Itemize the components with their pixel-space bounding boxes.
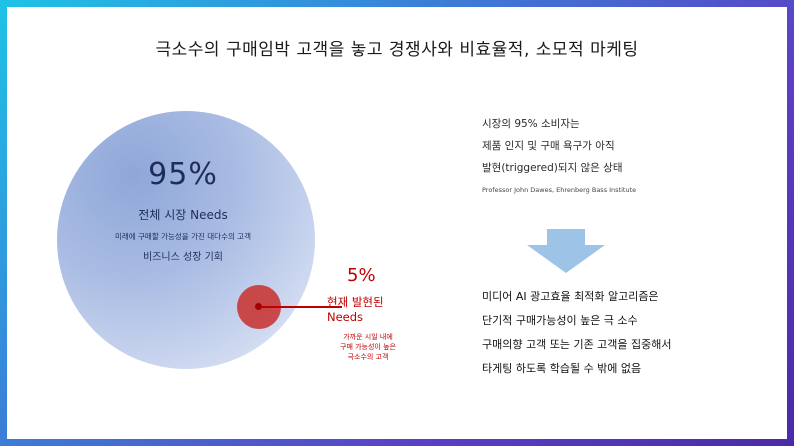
current-needs-percent: 5% bbox=[347, 265, 376, 286]
market-stat-line2: 제품 인지 및 구매 욕구가 아직 bbox=[482, 140, 615, 152]
slide: 극소수의 구매임박 고객을 놓고 경쟁사와 비효율적, 소모적 마케팅 95% … bbox=[7, 7, 787, 439]
business-opportunity-label: 비즈니스 성장 기회 bbox=[143, 252, 223, 263]
total-market-circle bbox=[57, 111, 315, 369]
market-stat-line1: 시장의 95% 소비자는 bbox=[482, 118, 580, 130]
current-needs-label: 현재 발현된 Needs bbox=[327, 295, 437, 325]
conclusion-line4: 타게팅 하도록 학습될 수 밖에 없음 bbox=[482, 362, 642, 375]
near-term-desc-line2: 구매 가능성이 높은 bbox=[340, 343, 396, 351]
conclusion-line1: 미디어 AI 광고효율 최적화 알고리즘은 bbox=[482, 290, 659, 303]
source-citation: Professor John Dawes, Ehrenberg Bass Ins… bbox=[482, 186, 637, 194]
market-stat-line3: 발현(triggered)되지 않은 상태 bbox=[482, 162, 623, 174]
conclusion-text: 미디어 AI 광고효율 최적화 알고리즘은 단기적 구매가능성이 높은 극 소수… bbox=[482, 285, 672, 381]
connector-dot bbox=[255, 303, 262, 310]
near-term-desc-line1: 가까운 시일 내에 bbox=[343, 333, 393, 341]
near-term-customers-desc: 가까운 시일 내에 구매 가능성이 높은 극소수의 고객 bbox=[313, 332, 423, 362]
conclusion-line3: 구매의향 고객 또는 기존 고객을 집중해서 bbox=[482, 338, 672, 351]
current-needs-label-line2: Needs bbox=[327, 310, 364, 324]
current-needs-label-line1: 현재 발현된 bbox=[327, 295, 384, 309]
connector-line bbox=[259, 306, 342, 308]
slide-title: 극소수의 구매임박 고객을 놓고 경쟁사와 비효율적, 소모적 마케팅 bbox=[155, 40, 639, 60]
down-arrow-icon bbox=[527, 229, 605, 277]
total-market-label: 전체 시장 Needs bbox=[138, 208, 228, 222]
near-term-desc-line3: 극소수의 고객 bbox=[347, 353, 389, 361]
market-stat-text: 시장의 95% 소비자는 제품 인지 및 구매 욕구가 아직 발현(trigge… bbox=[482, 113, 623, 179]
total-market-percent: 95% bbox=[148, 157, 218, 192]
conclusion-line2: 단기적 구매가능성이 높은 극 소수 bbox=[482, 314, 638, 327]
future-customers-desc: 미래에 구매할 가능성을 가진 대다수의 고객 bbox=[114, 232, 252, 241]
